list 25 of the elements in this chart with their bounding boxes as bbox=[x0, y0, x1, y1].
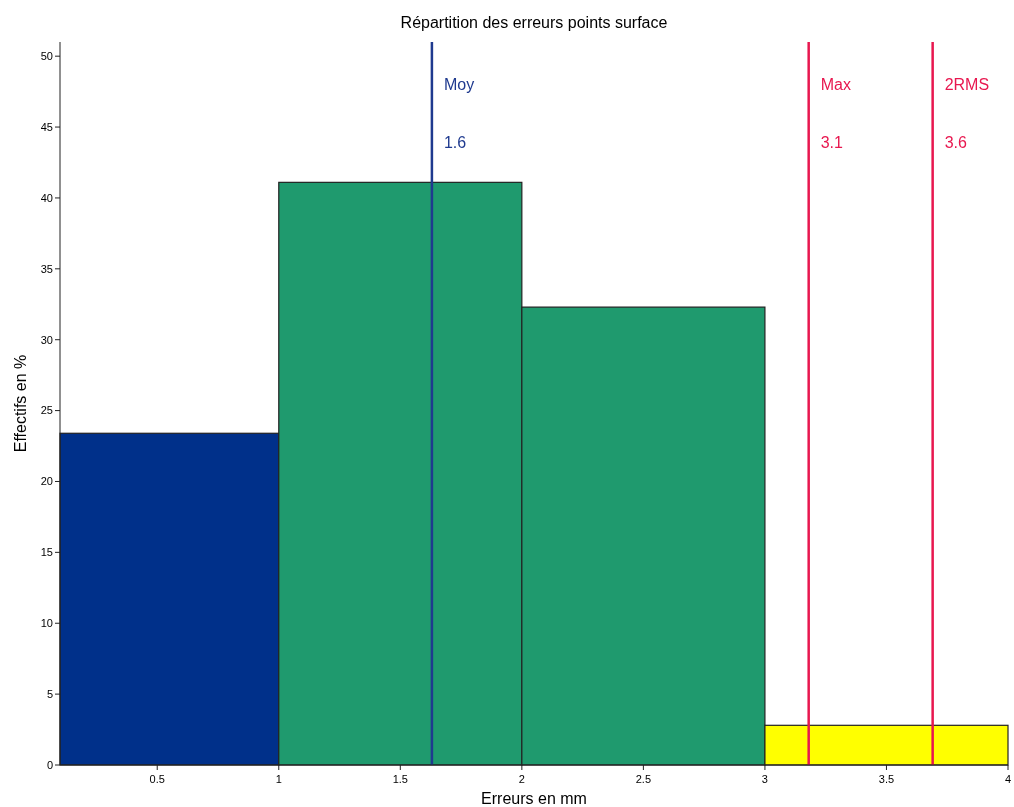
y-tick-label: 40 bbox=[40, 191, 53, 204]
y-tick-label: 0 bbox=[46, 758, 53, 771]
y-tick-label: 10 bbox=[40, 617, 53, 630]
x-axis-title: Erreurs en mm bbox=[481, 790, 587, 807]
y-tick-label: 50 bbox=[40, 50, 53, 63]
y-tick-label: 45 bbox=[40, 120, 53, 133]
x-tick-label: 4 bbox=[1004, 773, 1012, 785]
y-tick-label: 20 bbox=[40, 475, 53, 488]
y-tick-label: 30 bbox=[40, 333, 53, 346]
x-tick-label: 0.5 bbox=[149, 773, 165, 785]
x-tick-label: 3.5 bbox=[878, 773, 895, 785]
y-tick-label: 25 bbox=[40, 404, 53, 417]
y-tick-label: 15 bbox=[40, 546, 53, 559]
x-tick-label: 2 bbox=[518, 773, 525, 785]
text: Max 3.1 bbox=[820, 76, 851, 151]
y-tick-label: 5 bbox=[46, 687, 53, 700]
y-axis-title: Effectifs en % bbox=[12, 354, 29, 453]
text: Moy 1.6 bbox=[443, 76, 475, 151]
y-tick-label: 35 bbox=[40, 262, 53, 275]
x-tick-label: 1 bbox=[275, 773, 282, 785]
x-tick-label: 3 bbox=[761, 773, 768, 785]
x-tick-label: 2.5 bbox=[635, 773, 652, 785]
text: 2RMS 3.6 bbox=[944, 76, 990, 151]
x-tick-label: 1.5 bbox=[392, 773, 408, 785]
chart-title: Répartition des erreurs points surface bbox=[400, 14, 668, 31]
